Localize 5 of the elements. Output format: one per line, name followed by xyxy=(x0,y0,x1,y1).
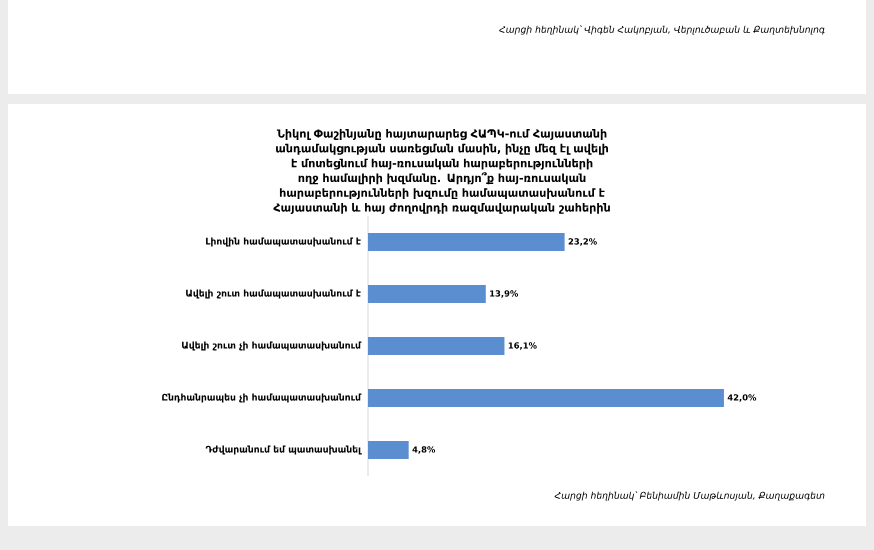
bar xyxy=(368,440,409,459)
bar xyxy=(368,284,486,303)
bar xyxy=(368,336,505,355)
bar xyxy=(368,388,724,407)
bar xyxy=(368,232,565,251)
